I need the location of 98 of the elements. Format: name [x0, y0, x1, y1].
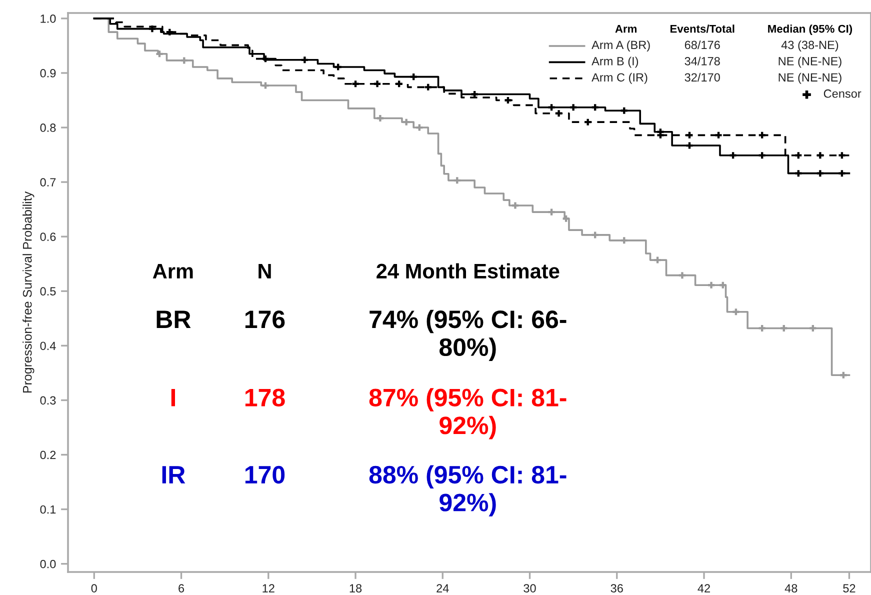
point — [795, 170, 802, 177]
y-axis-title: Progression-free Survival Probability — [22, 191, 34, 393]
point — [396, 80, 402, 88]
y-tick-label: 0.0 — [40, 560, 56, 568]
annotation: Median (95% CI) — [768, 24, 852, 35]
point — [262, 56, 269, 62]
annotation: 170 — [245, 466, 285, 484]
x-tick-label: 6 — [178, 584, 184, 592]
point — [504, 97, 512, 104]
point — [592, 104, 598, 111]
legend-label: Arm C (IR) — [592, 72, 648, 84]
point — [584, 118, 592, 126]
point — [570, 104, 577, 111]
point — [166, 28, 173, 36]
annotation: 34/178 — [684, 56, 720, 66]
annotation: 74% (95% CI: 66- 80%) — [370, 310, 566, 361]
annotation: 24 Month Estimate — [376, 263, 560, 279]
x-tick-label: 30 — [524, 584, 536, 592]
point — [374, 80, 381, 88]
annotation: Events/Total — [670, 24, 734, 33]
annotation: 178 — [245, 388, 285, 406]
x-tick-label: 36 — [610, 584, 623, 592]
point — [620, 107, 628, 114]
point — [654, 256, 661, 264]
y-tick-label: 0.6 — [40, 232, 56, 241]
point — [838, 170, 846, 177]
point — [403, 118, 410, 126]
point — [758, 324, 766, 332]
point — [454, 177, 460, 184]
x-tick-label: 48 — [784, 584, 798, 592]
annotation: 176 — [245, 310, 285, 328]
point — [720, 282, 726, 288]
point — [620, 237, 628, 244]
point — [548, 104, 555, 111]
point — [810, 324, 816, 332]
point — [410, 74, 417, 80]
y-tick-label: 0.3 — [40, 396, 56, 405]
y-tick-label: 0.9 — [40, 69, 56, 78]
point — [708, 282, 715, 288]
annotation: NE (NE-NE) — [778, 56, 842, 68]
point — [730, 152, 736, 159]
point — [840, 372, 847, 378]
point — [376, 115, 384, 122]
x-tick-label: 0 — [91, 584, 97, 592]
annotation: 88% (95% CI: 81- 92%) — [369, 465, 566, 516]
point — [686, 142, 693, 149]
annotation: IR — [162, 466, 186, 484]
y-tick-label: 0.7 — [40, 178, 56, 186]
x-tick-label: 42 — [698, 584, 710, 592]
x-tick-label: 12 — [262, 584, 274, 592]
annotation: BR — [156, 310, 191, 328]
y-tick-label: 0.1 — [40, 505, 56, 514]
point — [838, 152, 846, 159]
point — [758, 152, 766, 159]
point — [780, 324, 788, 332]
point — [148, 26, 156, 32]
point — [416, 124, 423, 131]
legend-label: Arm B (I) — [592, 56, 638, 68]
legend-label: Arm A (BR) — [592, 40, 650, 52]
annotation: N — [258, 264, 271, 278]
point — [262, 82, 269, 89]
annotation: Arm — [152, 264, 193, 278]
x-tick-label: 24 — [436, 584, 449, 592]
y-tick-label: 0.2 — [40, 450, 56, 460]
point — [548, 208, 555, 216]
point — [592, 232, 598, 238]
y-tick-label: 0.4 — [40, 342, 56, 350]
point — [795, 152, 802, 159]
point — [562, 215, 570, 222]
point — [352, 80, 359, 88]
annotation: 32/170 — [684, 72, 720, 82]
x-tick-label: 18 — [350, 584, 362, 592]
annotation: NE (NE-NE) — [778, 72, 842, 84]
point — [512, 202, 518, 209]
annotation: 43 (38-NE) — [781, 40, 838, 52]
point — [471, 91, 478, 98]
point — [301, 56, 308, 64]
annotation: 68/176 — [684, 40, 720, 50]
point — [556, 110, 562, 117]
y-tick-label: 1.0 — [40, 14, 56, 23]
point — [758, 132, 766, 138]
point — [816, 170, 824, 177]
point — [732, 308, 740, 316]
legend-label: Censor — [824, 89, 862, 98]
y-tick-label: 0.8 — [40, 124, 56, 132]
y-tick-label: 0.5 — [40, 287, 56, 296]
annotation: I — [171, 389, 175, 406]
x-tick-label: 52 — [843, 584, 856, 592]
point — [424, 84, 432, 90]
annotation: Arm — [615, 25, 637, 33]
point — [334, 64, 342, 70]
point — [715, 132, 722, 138]
point — [678, 272, 686, 279]
point — [156, 50, 163, 58]
point — [686, 132, 693, 138]
point — [816, 152, 824, 159]
point — [180, 57, 188, 64]
annotation: 87% (95% CI: 81- 92%) — [369, 388, 566, 440]
